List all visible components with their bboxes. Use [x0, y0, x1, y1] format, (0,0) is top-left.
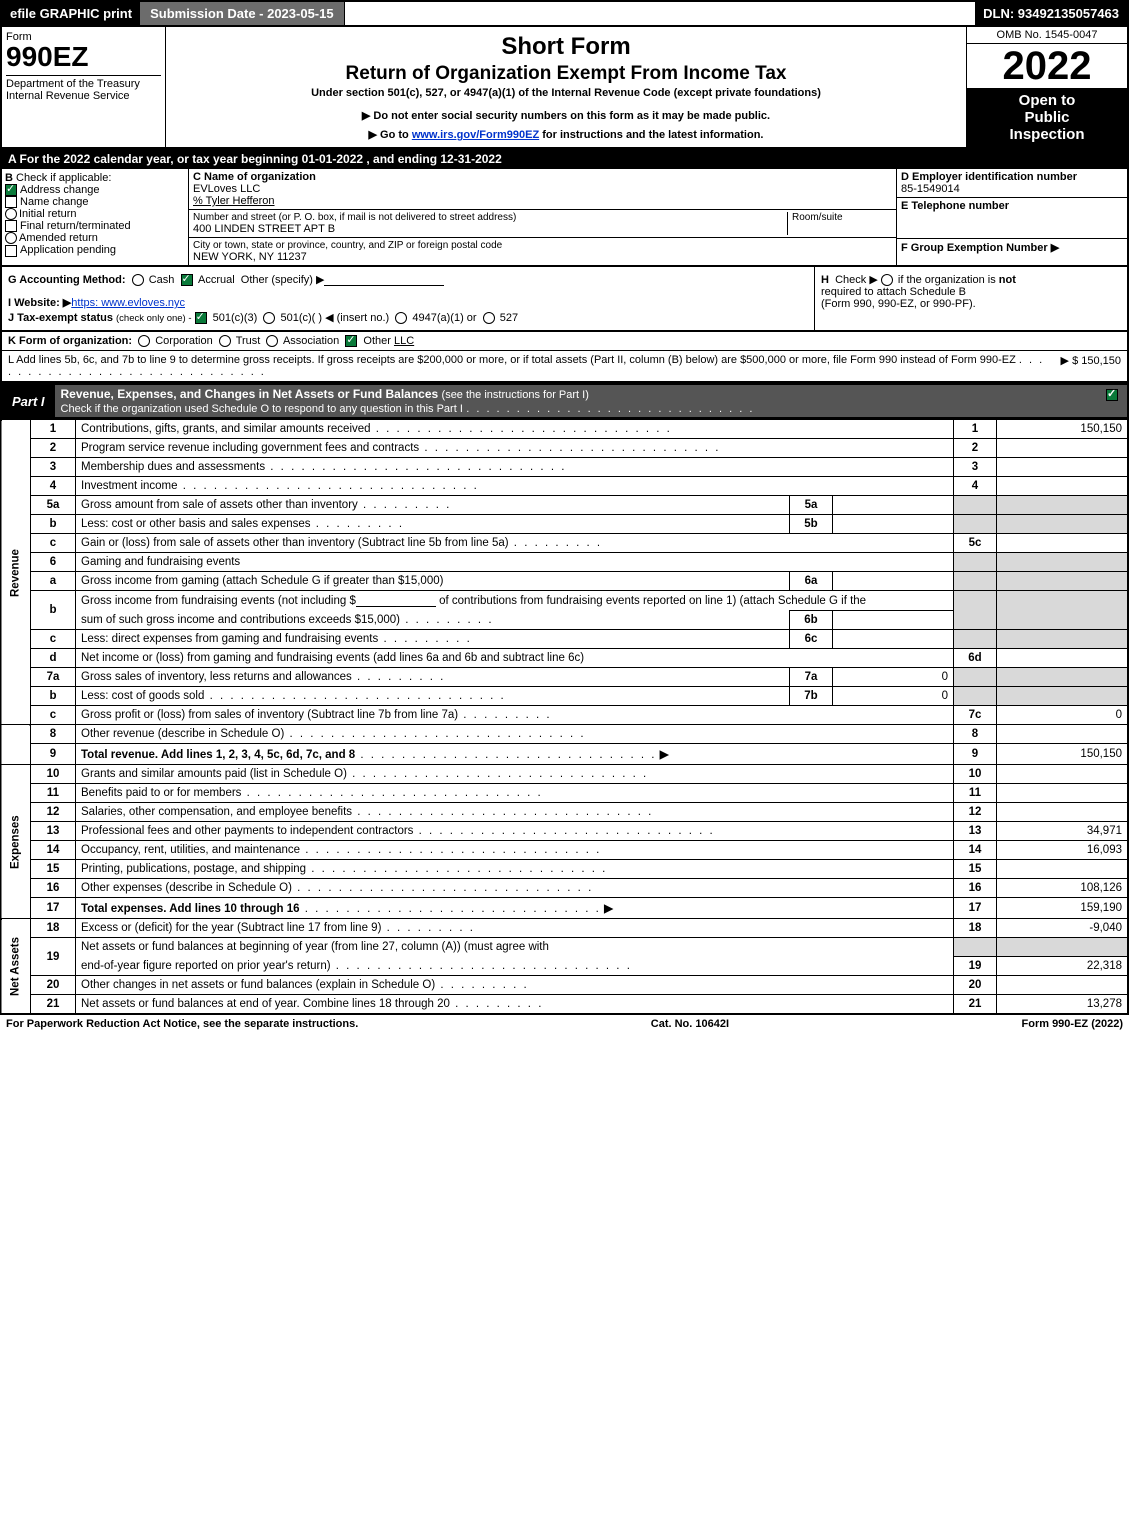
line-15-value	[997, 860, 1129, 879]
box-b: B Check if applicable: Address change Na…	[2, 169, 189, 265]
line-7c-value: 0	[997, 706, 1129, 725]
goto-note: ▶ Go to www.irs.gov/Form990EZ for instru…	[170, 128, 962, 141]
line-9-value: 150,150	[997, 744, 1129, 765]
dln-label: DLN: 93492135057463	[975, 2, 1127, 25]
line-6b-contrib-input[interactable]	[356, 594, 436, 607]
line-3-value	[997, 458, 1129, 477]
city-state-zip: NEW YORK, NY 11237	[193, 251, 892, 263]
box-h: H Check ▶ if the organization is not req…	[814, 267, 1127, 330]
schedule-b-not-required[interactable]	[881, 274, 893, 286]
check-amended-return[interactable]: Amended return	[5, 232, 185, 244]
box-f: F Group Exemption Number ▶	[897, 239, 1127, 256]
box-d: D Employer identification number 85-1549…	[897, 169, 1127, 198]
line-21-value: 13,278	[997, 994, 1129, 1014]
org-other[interactable]	[345, 335, 357, 347]
status-501c3[interactable]	[195, 312, 207, 324]
box-c: C Name of organization EVLoves LLC % Tyl…	[189, 169, 896, 265]
efile-print-label: efile GRAPHIC print	[2, 2, 140, 25]
form-number: 990EZ	[6, 43, 161, 71]
dept-label: Department of the Treasury Internal Reve…	[6, 75, 161, 102]
check-application-pending[interactable]: Application pending	[5, 244, 185, 256]
status-501c[interactable]	[263, 312, 275, 324]
box-l: L Add lines 5b, 6c, and 7b to line 9 to …	[0, 351, 1129, 383]
submission-date: Submission Date - 2023-05-15	[140, 2, 345, 25]
check-name-change[interactable]: Name change	[5, 196, 185, 208]
org-other-value: LLC	[394, 335, 414, 347]
line-1-value: 150,150	[997, 420, 1129, 439]
box-g-i-j: G Accounting Method: Cash Accrual Other …	[2, 267, 814, 330]
line-16-value: 108,126	[997, 879, 1129, 898]
part-1-header: Part I Revenue, Expenses, and Changes in…	[0, 383, 1129, 419]
check-address-change[interactable]: Address change	[5, 184, 185, 196]
line-6b-value	[833, 611, 954, 630]
header-left: Form 990EZ Department of the Treasury In…	[2, 27, 166, 147]
top-bar-left: efile GRAPHIC print Submission Date - 20…	[2, 2, 345, 25]
line-20-value	[997, 975, 1129, 994]
line-11-value	[997, 784, 1129, 803]
line-17-value: 159,190	[997, 898, 1129, 919]
omb-number: OMB No. 1545-0047	[967, 27, 1127, 44]
ssn-warning: ▶ Do not enter social security numbers o…	[170, 109, 962, 122]
line-4-value	[997, 477, 1129, 496]
status-527[interactable]	[483, 312, 495, 324]
line-14-value: 16,093	[997, 841, 1129, 860]
ein-value: 85-1549014	[901, 183, 1123, 195]
line-6c-value	[833, 630, 954, 649]
line-7a-value: 0	[833, 668, 954, 687]
line-18-value: -9,040	[997, 919, 1129, 938]
form-subtitle: Return of Organization Exempt From Incom…	[170, 63, 962, 85]
top-bar: efile GRAPHIC print Submission Date - 20…	[0, 0, 1129, 25]
box-k: K Form of organization: Corporation Trus…	[0, 332, 1129, 351]
tax-year: 2022	[967, 44, 1127, 88]
part-1-table: Revenue 1 Contributions, gifts, grants, …	[0, 419, 1129, 1015]
irs-link[interactable]: www.irs.gov/Form990EZ	[412, 129, 539, 141]
page-footer: For Paperwork Reduction Act Notice, see …	[0, 1015, 1129, 1030]
line-12-value	[997, 803, 1129, 822]
part1-schedule-o-check[interactable]	[1106, 389, 1118, 401]
form-title: Short Form	[170, 33, 962, 61]
side-revenue: Revenue	[1, 420, 31, 725]
line-5b-value	[833, 515, 954, 534]
website-link[interactable]: https: www.evloves.nyc	[71, 297, 185, 309]
info-grid: B Check if applicable: Address change Na…	[0, 169, 1129, 267]
line-6a-value	[833, 572, 954, 591]
line-5c-value	[997, 534, 1129, 553]
line-2-value	[997, 439, 1129, 458]
org-name: EVLoves LLC	[193, 183, 892, 195]
status-4947[interactable]	[395, 312, 407, 324]
box-def: D Employer identification number 85-1549…	[896, 169, 1127, 265]
line-6d-value	[997, 649, 1129, 668]
org-assoc[interactable]	[266, 335, 278, 347]
line-8-value	[997, 725, 1129, 744]
org-corp[interactable]	[138, 335, 150, 347]
section-a-period: A For the 2022 calendar year, or tax yea…	[0, 149, 1129, 169]
part-1-label: Part I	[2, 391, 55, 412]
accounting-other-input[interactable]	[324, 273, 444, 286]
org-trust[interactable]	[219, 335, 231, 347]
catalog-number: Cat. No. 10642I	[651, 1018, 729, 1030]
line-19-value: 22,318	[997, 956, 1129, 975]
accounting-cash[interactable]	[132, 274, 144, 286]
check-final-return[interactable]: Final return/terminated	[5, 220, 185, 232]
open-to-public: Open to Public Inspection	[967, 88, 1127, 147]
header-right: OMB No. 1545-0047 2022 Open to Public In…	[966, 27, 1127, 147]
care-of: % Tyler Hefferon	[193, 195, 892, 207]
box-e: E Telephone number	[897, 198, 1127, 239]
street-address: 400 LINDEN STREET APT B	[193, 223, 787, 235]
side-net-assets: Net Assets	[1, 919, 31, 1014]
side-expenses: Expenses	[1, 765, 31, 919]
line-7b-value: 0	[833, 687, 954, 706]
form-header: Form 990EZ Department of the Treasury In…	[0, 25, 1129, 149]
gh-block: G Accounting Method: Cash Accrual Other …	[0, 267, 1129, 332]
line-10-value	[997, 765, 1129, 784]
form-ref: Form 990-EZ (2022)	[1022, 1018, 1124, 1030]
under-section-note: Under section 501(c), 527, or 4947(a)(1)…	[170, 87, 962, 99]
line-5a-value	[833, 496, 954, 515]
check-initial-return[interactable]: Initial return	[5, 208, 185, 220]
gross-receipts-value: ▶ $ 150,150	[1053, 354, 1121, 378]
paperwork-notice: For Paperwork Reduction Act Notice, see …	[6, 1018, 358, 1030]
line-13-value: 34,971	[997, 822, 1129, 841]
accounting-accrual[interactable]	[181, 274, 193, 286]
header-center: Short Form Return of Organization Exempt…	[166, 27, 966, 147]
